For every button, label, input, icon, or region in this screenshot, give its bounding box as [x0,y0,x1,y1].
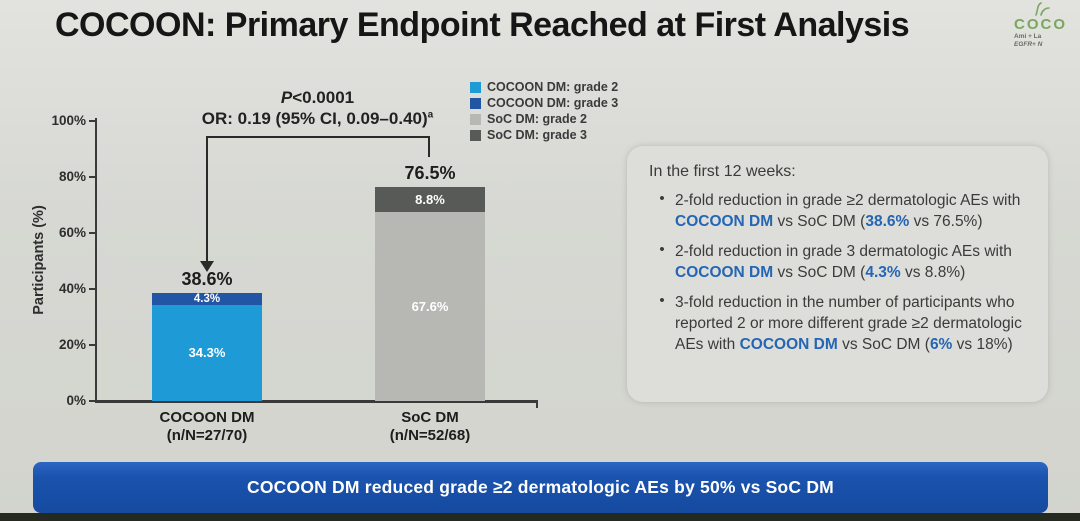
legend-label: COCOON DM: grade 2 [487,80,619,94]
summary-heading: In the first 12 weeks: [649,163,796,180]
segment-value-label: 34.3% [188,345,226,361]
legend-item: COCOON DM: grade 2 [470,79,618,95]
y-tick-mark [89,344,96,346]
legend-label: SoC DM: grade 3 [487,128,588,142]
down-arrow-icon [200,261,214,272]
conclusion-banner: COCOON DM reduced grade ≥2 dermatologic … [33,462,1048,513]
legend-swatch-icon [470,113,481,125]
y-tick-mark [89,176,96,178]
bracket-left-line [206,136,208,262]
summary-bullet: • 2-fold reduction in grade 3 dermatologi… [649,241,1030,283]
sprout-icon [1035,2,1050,16]
y-tick-label: 80% [58,169,86,184]
bullet-text: 2-fold reduction in grade 3 dermatologic… [675,243,1012,281]
bar-segment: 4.3% [152,292,262,305]
y-tick-label: 100% [51,113,86,128]
legend-swatch-icon [470,129,481,141]
logo-subline-2: EGFR+ N [1014,41,1043,48]
y-tick-label: 40% [58,281,86,296]
y-tick-mark [89,400,96,402]
x-category-label: SoC DM (n/N=52/68) [389,409,471,444]
summary-bullets: • 2-fold reduction in grade ≥2 dermatolog… [649,190,1030,355]
logo-subline-1: Ami + La [1014,33,1042,40]
y-axis-line [95,118,97,403]
segment-value-label: 67.6% [411,298,449,314]
y-tick-label: 20% [58,337,86,352]
y-tick-label: 0% [66,393,86,408]
legend-item: COCOON DM: grade 3 [470,95,618,111]
bracket-right-line [428,136,430,157]
chart-legend: COCOON DM: grade 2 COCOON DM: grade 3 SoC … [470,79,618,143]
legend-swatch-icon [470,97,481,109]
x-axis-end-tick [536,400,538,408]
bullet-dot-icon: • [659,241,665,258]
summary-box: In the first 12 weeks: • 2-fold reduction… [627,146,1048,402]
y-tick-label: 60% [58,225,86,240]
legend-label: COCOON DM: grade 3 [487,96,619,110]
page-title: COCOON: Primary Endpoint Reached at Firs… [55,6,910,44]
summary-bullet: • 3-fold reduction in the number of parti… [649,292,1030,355]
segment-value-label: 8.8% [415,191,445,207]
x-category-label: COCOON DM (n/N=27/70) [159,409,255,444]
legend-swatch-icon [470,81,481,93]
cocoon-logo: COCO Ami + La EGFR+ N [1014,2,1080,49]
y-tick-mark [89,232,96,234]
y-axis-title: Participants (%) [31,205,47,315]
bullet-text: 3-fold reduction in the number of partic… [675,294,1022,353]
y-tick-mark [89,288,96,290]
bar-total-label: 76.5% [404,163,456,184]
segment-value-label: 4.3% [193,292,221,305]
bar-segment: 8.8% [375,187,485,212]
p-value: P<0.0001 [280,88,355,107]
stat-annotation: P<0.0001 OR: 0.19 (95% CI, 0.09–0.40)a [160,88,475,129]
bullet-dot-icon: • [659,190,665,207]
logo-word: COCO [1014,16,1067,33]
summary-bullet: • 2-fold reduction in grade ≥2 dermatolog… [649,190,1030,232]
bracket-horizontal-line [207,136,430,138]
screen-edge-strip [0,513,1080,521]
bar-total-label: 38.6% [181,268,233,289]
bar-segment: 67.6% [375,211,485,401]
bullet-text: 2-fold reduction in grade ≥2 dermatologi… [675,192,1021,230]
bullet-dot-icon: • [659,292,665,309]
legend-item: SoC DM: grade 3 [470,127,618,143]
x-axis-line [95,400,538,403]
legend-item: SoC DM: grade 2 [470,111,618,127]
y-tick-mark [89,120,96,122]
bar-segment: 34.3% [152,304,262,401]
odds-ratio: OR: 0.19 (95% CI, 0.09–0.40)a [201,109,434,128]
conclusion-text: COCOON DM reduced grade ≥2 dermatologic … [247,477,834,497]
legend-label: SoC DM: grade 2 [487,112,588,126]
